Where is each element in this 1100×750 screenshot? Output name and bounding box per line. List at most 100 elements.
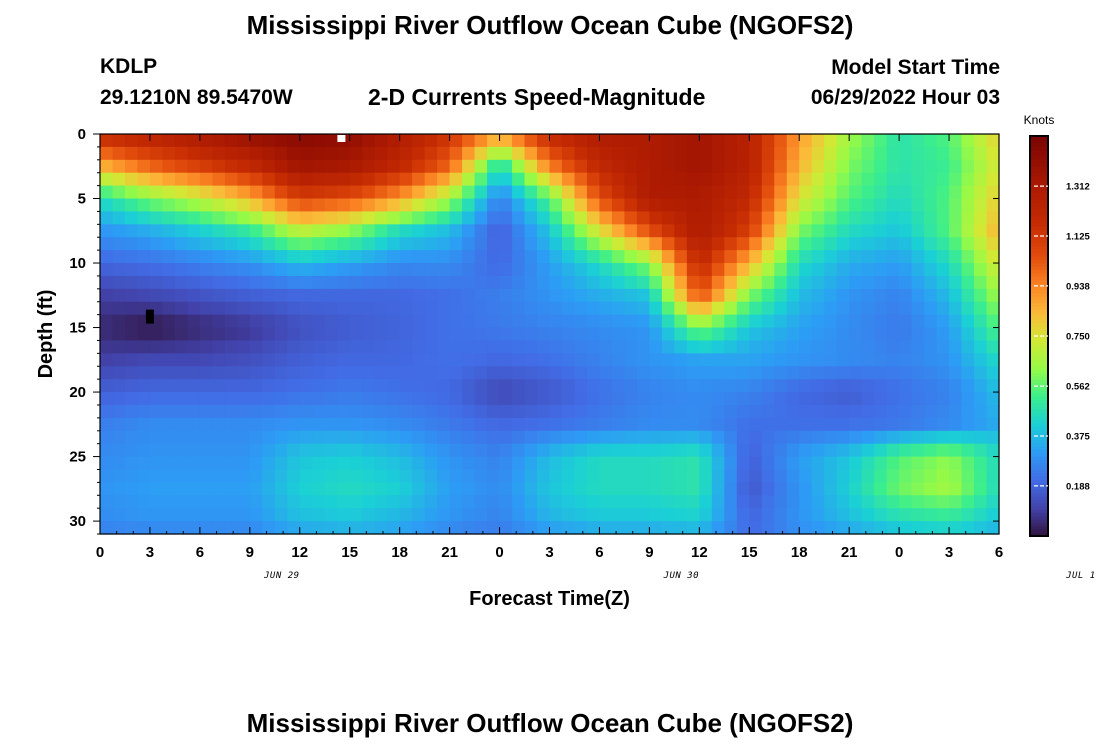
heat-cell: [112, 482, 126, 496]
heat-cell: [100, 172, 114, 187]
heat-cell: [711, 172, 725, 187]
heat-cell: [399, 275, 413, 290]
heat-cell: [337, 404, 351, 419]
heat-cell: [586, 314, 601, 329]
heat-cell: [799, 275, 813, 290]
colorbar-cell: [1030, 376, 1048, 380]
heat-cell: [187, 508, 201, 522]
heat-cell: [561, 198, 576, 213]
colorbar-cell: [1030, 229, 1048, 234]
heat-cell: [761, 172, 775, 187]
heat-cell: [686, 198, 700, 213]
heat-cell: [262, 288, 276, 303]
heat-cell: [187, 185, 201, 200]
heat-cell: [312, 353, 326, 367]
heat-cell: [212, 482, 226, 496]
heat-cell: [549, 159, 563, 174]
heat-cell: [449, 275, 463, 290]
heat-cell: [911, 327, 925, 342]
chart-title-top: Mississippi River Outflow Ocean Cube (NG…: [246, 10, 854, 40]
heat-cell: [936, 198, 950, 213]
heat-cell: [137, 263, 151, 277]
heat-cell: [362, 314, 376, 329]
heat-cell: [337, 366, 351, 380]
heat-cell: [412, 482, 426, 496]
heat-cell: [437, 521, 451, 535]
heat-cell: [124, 185, 139, 200]
heat-cell: [861, 521, 875, 535]
heat-cell: [811, 237, 825, 251]
heat-cell: [512, 366, 526, 380]
heat-cell: [399, 146, 413, 161]
heat-cell: [811, 495, 825, 509]
heat-cell: [112, 404, 126, 419]
heat-cell: [299, 327, 313, 342]
heat-cell: [674, 327, 688, 342]
heat-cell: [949, 366, 963, 380]
heat-cell: [199, 379, 213, 393]
heat-cell: [474, 366, 488, 380]
heat-cell: [774, 417, 788, 432]
heat-cell: [487, 392, 501, 406]
heat-cell: [537, 340, 551, 354]
heat-cell: [911, 263, 925, 277]
heat-cell: [861, 263, 875, 277]
heat-cell: [387, 250, 401, 264]
heat-cell: [749, 340, 763, 354]
heat-cell: [249, 443, 263, 458]
heat-cell: [549, 417, 563, 432]
heat-cell: [924, 263, 938, 277]
heat-cell: [736, 392, 750, 406]
heat-cell: [811, 172, 825, 187]
heat-cell: [162, 185, 176, 200]
colorbar-cell: [1030, 252, 1048, 257]
heat-cell: [711, 146, 725, 161]
heat-cell: [861, 456, 875, 471]
heat-cell: [686, 521, 700, 535]
heat-cell: [162, 366, 176, 380]
heat-cell: [899, 224, 913, 238]
heat-cell: [324, 379, 338, 393]
heat-cell: [736, 482, 750, 496]
heat-cell: [699, 392, 713, 406]
heat-cell: [899, 288, 913, 303]
heat-cell: [874, 146, 888, 161]
heat-cell: [399, 237, 413, 251]
heat-cell: [212, 417, 226, 432]
heat-cell: [312, 301, 326, 316]
heat-cell: [224, 366, 238, 380]
heat-cell: [187, 224, 201, 238]
heat-cell: [512, 392, 526, 406]
heat-cell: [462, 314, 476, 329]
heat-cell: [886, 288, 900, 303]
heat-cell: [224, 379, 238, 393]
station-id: KDLP: [100, 55, 158, 78]
heat-cell: [824, 314, 838, 329]
colorbar-cell: [1030, 522, 1048, 527]
heat-cell: [936, 172, 950, 187]
heat-cell: [100, 224, 114, 238]
heat-cell: [636, 301, 650, 316]
heat-cell: [449, 353, 463, 367]
heat-cell: [274, 314, 288, 329]
heat-cell: [174, 185, 189, 200]
heat-cell: [249, 172, 263, 187]
heat-cell: [899, 159, 913, 174]
heat-cell: [512, 146, 526, 161]
heat-cell: [574, 327, 588, 342]
heat-cell: [374, 392, 388, 406]
heat-cell: [899, 417, 913, 432]
heat-cell: [162, 521, 176, 535]
heat-cell: [199, 275, 213, 290]
heat-cell: [112, 224, 126, 238]
heat-cell: [324, 211, 338, 225]
heat-cell: [749, 392, 763, 406]
heat-cell: [424, 172, 438, 187]
heat-cell: [749, 314, 763, 329]
heat-cell: [624, 456, 638, 471]
heat-cell: [337, 495, 351, 509]
heat-cell: [611, 134, 626, 148]
colorbar-cell: [1030, 332, 1048, 337]
heat-cell: [611, 379, 626, 393]
heat-cell: [537, 430, 551, 445]
